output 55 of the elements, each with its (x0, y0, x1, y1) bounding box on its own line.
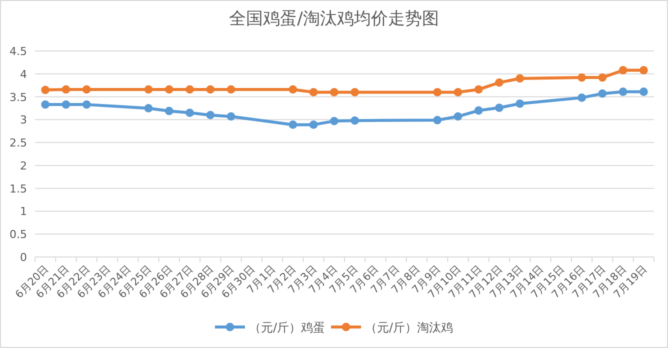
point (226, 85, 236, 94)
point (495, 78, 504, 87)
point (618, 66, 628, 74)
point (598, 73, 607, 82)
y-tick-label: 1 (20, 205, 27, 218)
point (144, 104, 153, 112)
point (144, 85, 153, 94)
point (474, 85, 483, 94)
point (433, 116, 442, 124)
point (350, 116, 360, 125)
point (164, 106, 174, 116)
point (454, 112, 462, 121)
point (206, 85, 215, 94)
chart-title: 全国鸡蛋/淘汰鸡均价走势图 (229, 9, 439, 29)
y-tick-label: 0 (20, 251, 27, 264)
point (639, 88, 648, 96)
point (350, 88, 360, 96)
point (495, 104, 504, 112)
point (62, 100, 70, 109)
point (618, 88, 628, 96)
legend-label: （元/斤）鸡蛋 (248, 320, 325, 334)
point (164, 85, 174, 94)
point (598, 89, 607, 98)
y-tick-label: 2.5 (10, 136, 27, 150)
point (330, 88, 338, 96)
point (578, 93, 586, 102)
point (288, 120, 298, 129)
point (516, 74, 524, 83)
point (186, 108, 194, 117)
y-tick-label: 2 (20, 159, 27, 172)
point (41, 86, 50, 94)
y-tick-label: 0.5 (10, 228, 27, 242)
y-tick-label: 1.5 (10, 182, 27, 196)
point (62, 85, 70, 94)
y-tick-label: 3 (20, 114, 27, 127)
point (41, 100, 50, 109)
point (578, 73, 586, 82)
point (206, 110, 215, 120)
point (454, 88, 462, 96)
point (516, 99, 524, 108)
point (226, 112, 236, 121)
point (82, 85, 91, 94)
point (309, 88, 318, 96)
point (474, 106, 483, 115)
y-tick-label: 4.5 (10, 45, 27, 58)
point (433, 88, 442, 96)
point (288, 85, 298, 94)
point (82, 100, 91, 109)
point (309, 120, 318, 129)
y-tick-label: 3.5 (10, 90, 27, 104)
point (330, 116, 338, 126)
point (639, 66, 648, 74)
point (186, 85, 194, 94)
y-tick-label: 4 (20, 68, 27, 81)
legend-label: （元/斤）淘汰鸡 (365, 320, 454, 334)
